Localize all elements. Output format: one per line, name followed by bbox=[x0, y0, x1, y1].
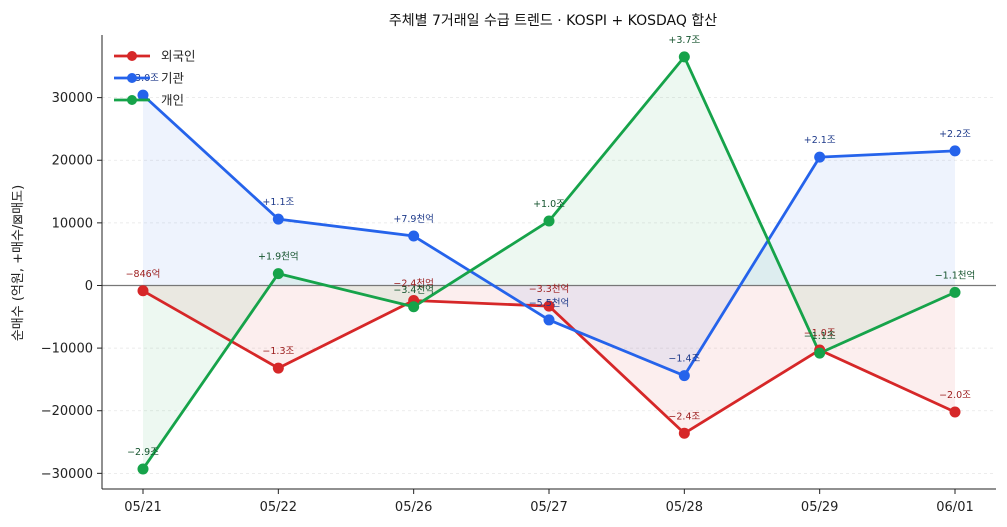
point-s0-0 bbox=[137, 285, 149, 297]
point-s1-2 bbox=[408, 230, 420, 242]
point-s2-6 bbox=[949, 286, 961, 298]
point-s1-5 bbox=[814, 151, 826, 163]
point-s0-3 bbox=[543, 300, 555, 312]
legend-label-2: 개인 bbox=[161, 93, 184, 108]
point-s1-4 bbox=[678, 370, 690, 382]
data-label-s1-5: +2.1조 bbox=[804, 135, 836, 146]
data-label-s1-2: +7.9천억 bbox=[393, 213, 434, 225]
legend-marker-2 bbox=[127, 95, 137, 105]
point-s1-3 bbox=[543, 314, 555, 326]
y-tick-label-1: −20000 bbox=[41, 404, 93, 419]
x-tick-label-0: 05/21 bbox=[124, 500, 161, 515]
legend-marker-0 bbox=[127, 51, 137, 61]
data-label-s0-6: −2.0조 bbox=[939, 390, 971, 401]
point-s1-0 bbox=[137, 89, 149, 101]
series-areas bbox=[143, 56, 955, 469]
x-tick-label-6: 06/01 bbox=[936, 500, 973, 515]
point-s2-1 bbox=[272, 268, 284, 280]
data-label-s2-0: −2.9조 bbox=[127, 447, 159, 458]
point-s0-6 bbox=[949, 406, 961, 418]
data-label-s0-4: −2.4조 bbox=[668, 411, 700, 422]
x-tick-label-1: 05/22 bbox=[260, 500, 297, 515]
point-s2-4 bbox=[678, 51, 690, 63]
point-s0-4 bbox=[678, 427, 690, 439]
legend-label-0: 외국인 bbox=[161, 49, 196, 64]
y-tick-label-4: 10000 bbox=[52, 216, 93, 231]
data-label-s1-1: +1.1조 bbox=[262, 197, 294, 208]
data-label-s2-4: +3.7조 bbox=[668, 35, 700, 46]
y-tick-label-0: −30000 bbox=[41, 467, 93, 482]
data-label-s0-0: −846억 bbox=[126, 268, 161, 280]
point-s1-1 bbox=[272, 213, 284, 225]
x-tick-label-2: 05/26 bbox=[395, 500, 432, 515]
legend-label-1: 기관 bbox=[161, 71, 185, 86]
area-0 bbox=[143, 285, 955, 434]
x-tick-label-5: 05/29 bbox=[801, 500, 838, 515]
data-label-s1-4: −1.4조 bbox=[668, 354, 700, 365]
x-tick-label-4: 05/28 bbox=[666, 500, 703, 515]
area-2 bbox=[143, 56, 955, 469]
x-tick-label-3: 05/27 bbox=[530, 500, 567, 515]
data-label-s0-2: −2.4천억 bbox=[393, 278, 434, 290]
data-label-s2-2: −3.4천억 bbox=[393, 284, 434, 296]
y-tick-label-6: 30000 bbox=[52, 91, 93, 106]
y-tick-label-2: −10000 bbox=[41, 342, 93, 357]
data-label-s2-6: −1.1천억 bbox=[935, 269, 976, 281]
data-label-s2-3: +1.0조 bbox=[533, 199, 565, 210]
y-tick-label-5: 20000 bbox=[52, 154, 93, 169]
data-label-s1-6: +2.2조 bbox=[939, 129, 971, 140]
data-label-s0-5: −1.0조 bbox=[804, 328, 836, 339]
data-label-s2-1: +1.9천억 bbox=[258, 251, 299, 263]
data-label-s1-3: −5.5천억 bbox=[529, 297, 570, 309]
y-tick-label-3: 0 bbox=[85, 279, 93, 294]
tick-labels: −30000 −20000 −10000 0 10000 20000 30000 05/21 0… bbox=[41, 91, 974, 515]
data-label-s0-3: −3.3천억 bbox=[529, 283, 570, 295]
point-s2-2 bbox=[408, 301, 420, 313]
data-label-s2-5: −1.1조 bbox=[804, 331, 836, 342]
point-s0-1 bbox=[272, 362, 284, 374]
data-label-s0-1: −1.3조 bbox=[262, 346, 294, 357]
point-s2-3 bbox=[543, 215, 555, 227]
point-s2-0 bbox=[137, 463, 149, 475]
point-s1-6 bbox=[949, 145, 961, 157]
legend-marker-1 bbox=[127, 73, 137, 83]
chart-title: 주체별 7거래일 수급 트렌드 · KOSPI + KOSDAQ 합산 bbox=[389, 13, 717, 29]
y-axis-label: 순매수 (억원, +매수/⊠매도) bbox=[11, 185, 26, 341]
series-points bbox=[137, 51, 961, 475]
point-s2-5 bbox=[814, 347, 826, 359]
